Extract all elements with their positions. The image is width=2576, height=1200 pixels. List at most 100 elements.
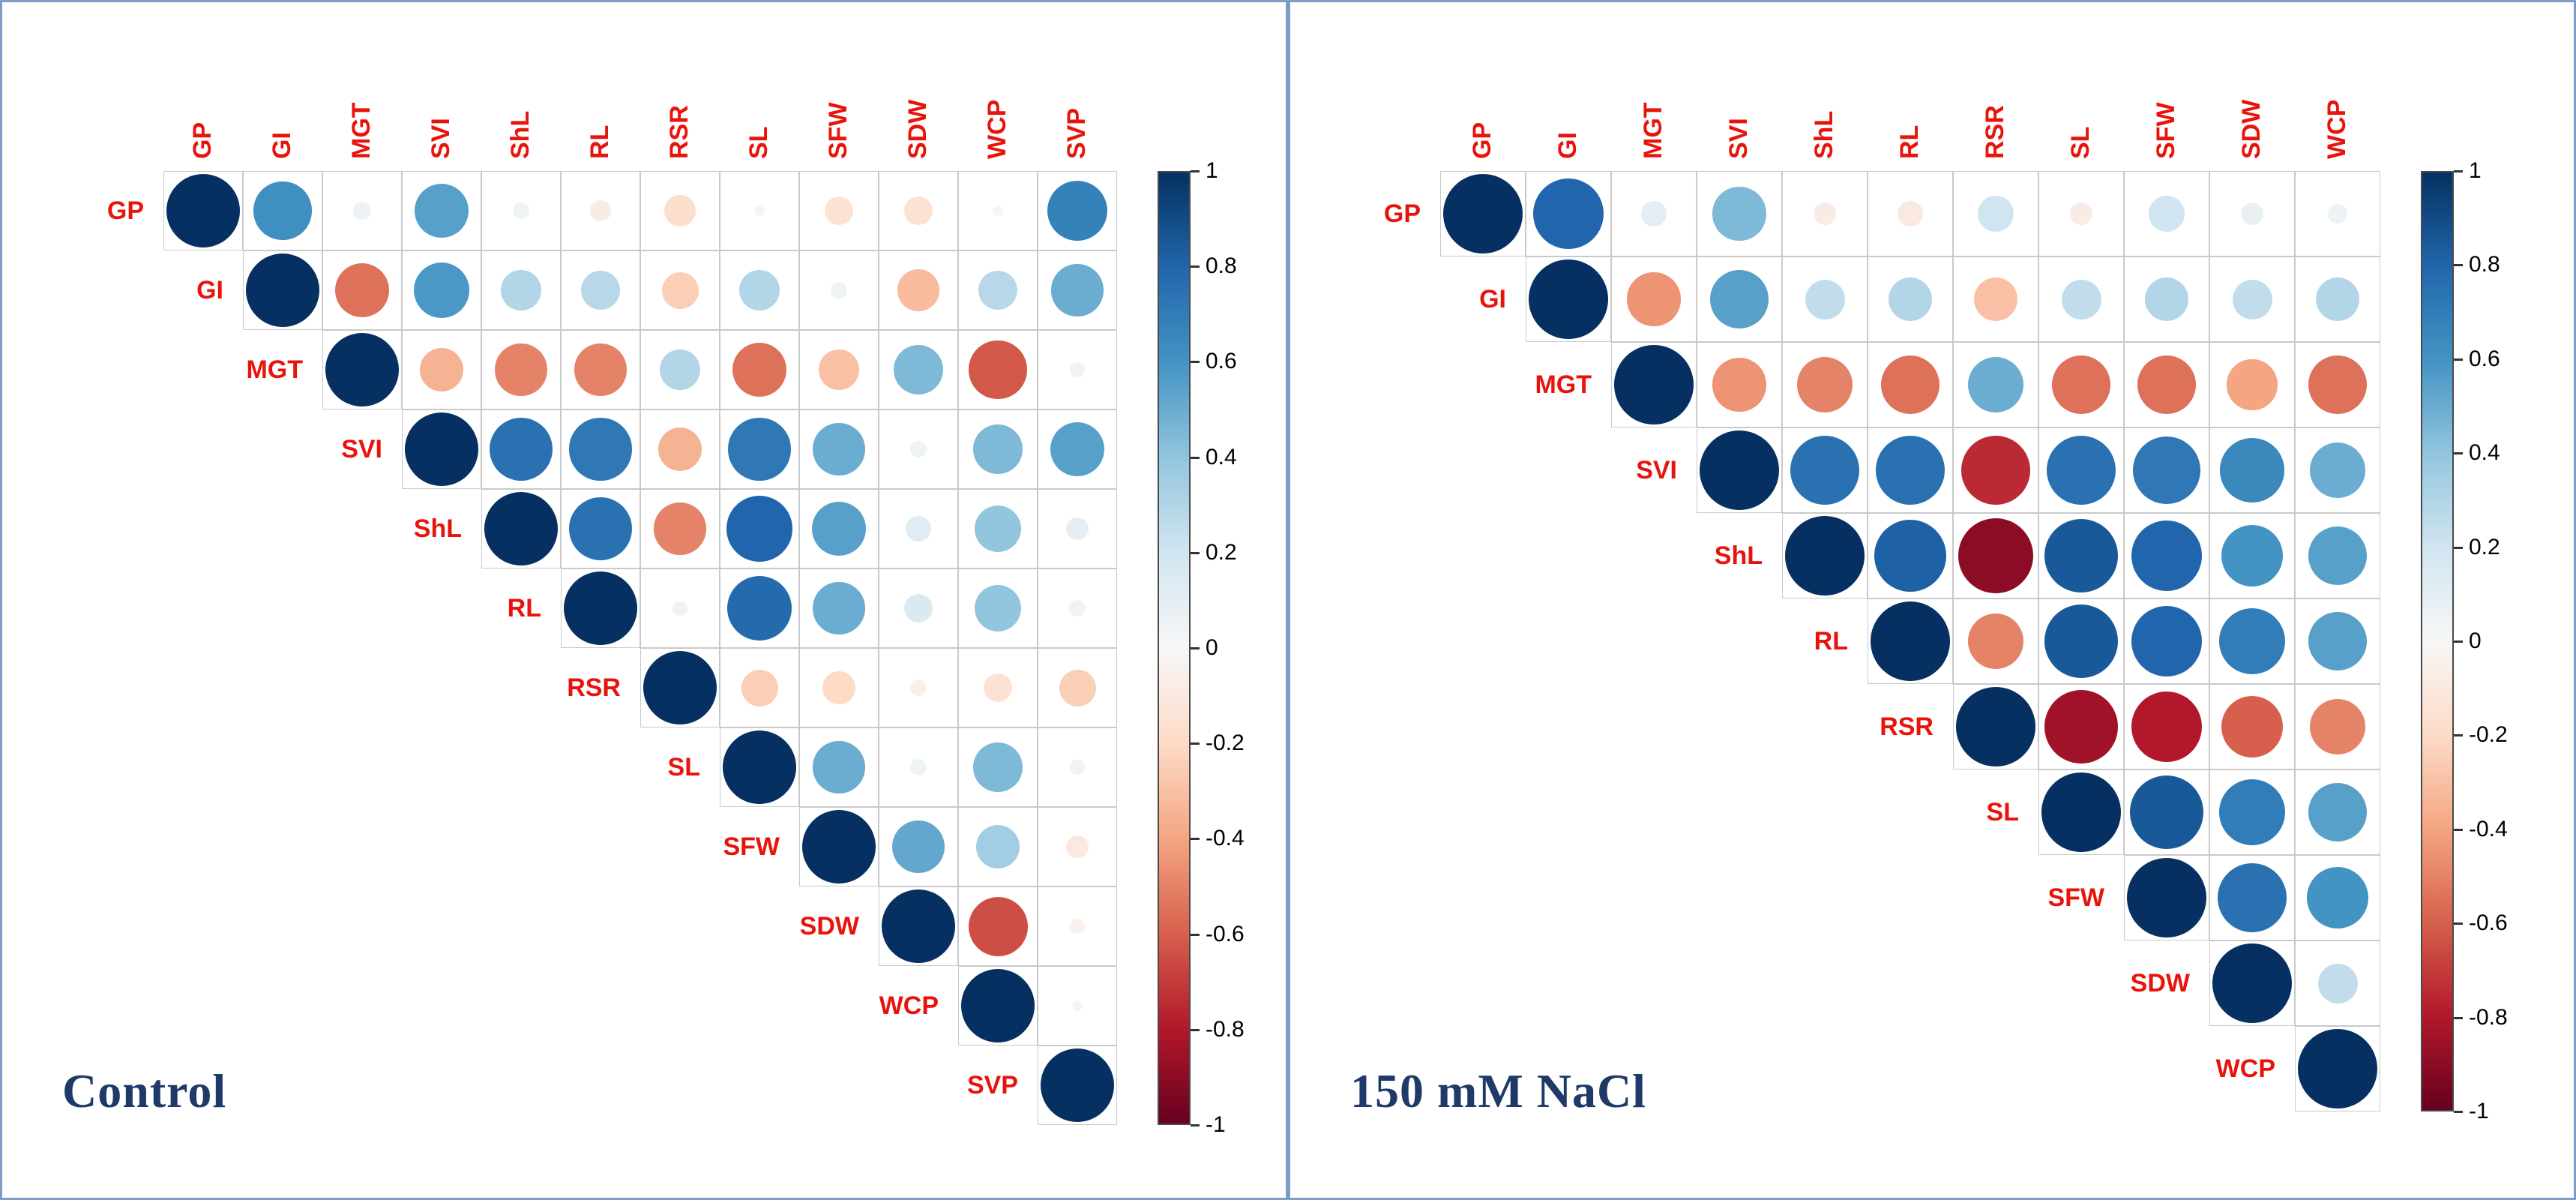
corr-cell	[1038, 250, 1117, 330]
col-label: GP	[1468, 122, 1496, 159]
colorbar-tick	[2454, 264, 2463, 267]
colorbar-tick	[2454, 546, 2463, 549]
correlation-circle	[891, 820, 945, 874]
row-label: MGT	[246, 356, 303, 384]
corr-cell	[1526, 171, 1611, 256]
correlation-circle	[2221, 524, 2284, 587]
colorbar-tick	[2454, 1016, 2463, 1019]
row-label: SVI	[341, 435, 382, 464]
colorbar-tick-label: 0.2	[2469, 534, 2500, 560]
correlation-circle	[2317, 963, 2358, 1004]
colorbar-tick	[2454, 922, 2463, 926]
correlation-circle	[961, 969, 1035, 1042]
correlation-matrix-nacl: GP GI MGT SVI ShL RL RSR SL SFW SDW WCP GP GI MGT SVI S…	[1290, 2, 2574, 1198]
corr-cell	[1868, 256, 1953, 342]
corr-cell	[958, 330, 1038, 410]
correlation-circle	[2044, 519, 2118, 592]
corr-cell	[1782, 513, 1868, 598]
correlation-circle	[569, 418, 632, 481]
colorbar-tick	[2454, 358, 2463, 361]
correlation-circle	[978, 271, 1017, 310]
correlation-circle	[819, 350, 859, 390]
correlation-circle	[643, 651, 717, 724]
row-label: GI	[196, 276, 223, 304]
correlation-circle	[1712, 358, 1766, 412]
corr-cell	[1782, 428, 1868, 513]
corr-cell	[958, 648, 1038, 728]
corr-cell	[640, 330, 720, 410]
correlation-circle	[754, 206, 765, 216]
corr-cell	[2209, 171, 2295, 256]
corr-cell	[799, 330, 879, 410]
corr-cell	[2209, 684, 2295, 770]
corr-cell	[402, 330, 481, 410]
row-label: GP	[1383, 200, 1421, 228]
colorbar-tick	[1191, 361, 1200, 364]
corr-cell	[720, 728, 799, 807]
corr-cell	[243, 250, 322, 330]
correlation-circle	[2309, 698, 2366, 755]
correlation-circle	[732, 342, 787, 398]
correlation-circle	[984, 674, 1012, 702]
correlation-circle	[590, 200, 611, 221]
colorbar-tick-label: 0.6	[1206, 349, 1237, 374]
corr-cell	[402, 250, 481, 330]
correlation-circle	[1709, 269, 1769, 329]
colorbar-tick-label: -0.8	[1206, 1016, 1245, 1042]
correlation-circle	[2218, 608, 2286, 675]
colorbar-tick-label: 0.8	[2469, 252, 2500, 278]
corr-cell	[640, 648, 720, 728]
col-label: SDW	[2237, 99, 2266, 159]
corr-cell	[1038, 886, 1117, 966]
correlation-circle	[910, 680, 927, 696]
correlation-circle	[2149, 196, 2185, 232]
col-label: GI	[1553, 132, 1582, 159]
corr-cell	[561, 489, 640, 568]
correlation-circle	[413, 262, 470, 319]
corr-cell	[958, 568, 1038, 648]
col-label: GP	[188, 122, 217, 159]
row-label: RSR	[567, 674, 621, 702]
corr-cell	[958, 728, 1038, 807]
corr-cell	[879, 250, 958, 330]
correlation-circle	[2315, 277, 2360, 322]
colorbar-tick	[2454, 640, 2463, 643]
correlation-circle	[906, 516, 931, 542]
col-label: RSR	[1981, 105, 2009, 159]
correlation-circle	[1790, 436, 1859, 505]
corr-cell	[561, 330, 640, 410]
correlation-circle	[910, 759, 927, 776]
corr-cell	[799, 568, 879, 648]
correlation-circle	[672, 601, 687, 616]
correlation-circle	[1967, 356, 2024, 413]
corr-cell	[2124, 855, 2209, 940]
correlation-circle	[2308, 782, 2368, 842]
colorbar-tick	[1191, 838, 1200, 841]
corr-cell	[2038, 171, 2124, 256]
correlation-circle	[2144, 277, 2189, 322]
col-label: ShL	[1810, 110, 1838, 159]
corr-cell	[799, 807, 879, 886]
correlation-circle	[1072, 1000, 1083, 1011]
row-label: WCP	[2215, 1054, 2275, 1083]
row-label: SFW	[723, 832, 780, 861]
colorbar-tick-label: 0.2	[1206, 539, 1237, 565]
colorbar-tick	[2454, 828, 2463, 831]
corr-cell	[561, 171, 640, 250]
row-label: RL	[1814, 627, 1848, 656]
col-label: RL	[1895, 124, 1924, 159]
corr-cell	[720, 330, 799, 410]
correlation-circle	[661, 272, 699, 309]
corr-cell	[1038, 171, 1117, 250]
correlation-circle	[353, 202, 371, 220]
correlation-circle	[1627, 272, 1681, 326]
correlation-circle	[813, 741, 865, 794]
correlation-circle	[2212, 944, 2292, 1023]
corr-cell	[2124, 598, 2209, 684]
col-label: SVI	[427, 118, 455, 159]
corr-cell	[322, 171, 402, 250]
correlation-circle	[1700, 430, 1779, 510]
corr-cell	[2038, 770, 2124, 855]
col-label: MGT	[347, 102, 376, 159]
